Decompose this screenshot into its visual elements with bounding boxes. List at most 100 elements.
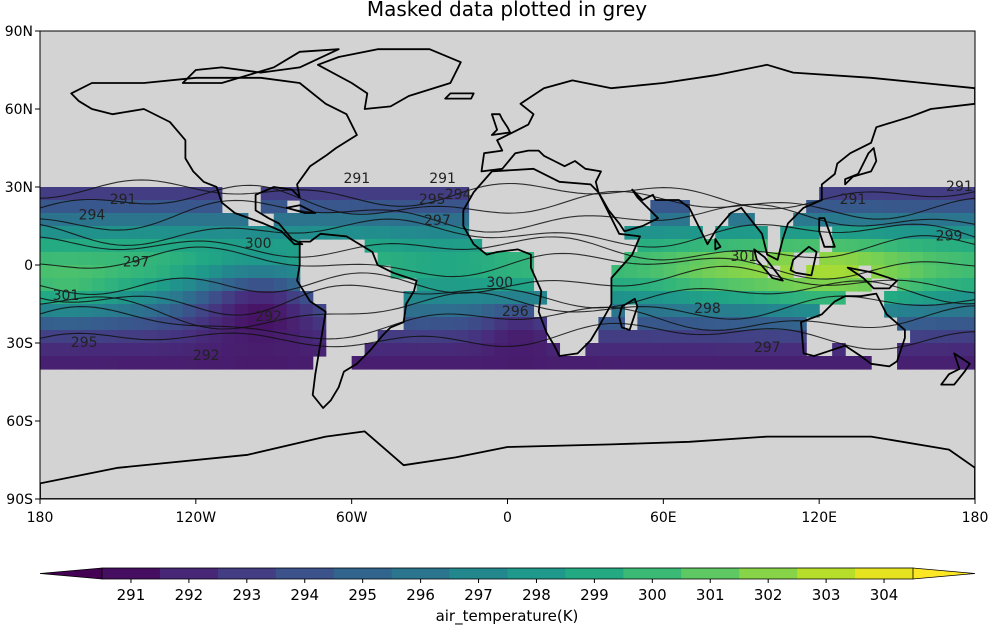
heat-cell <box>377 187 392 201</box>
heat-cell <box>611 343 625 357</box>
heat-cell <box>923 304 937 318</box>
x-tick-label: 120E <box>801 510 837 526</box>
heat-cell <box>429 343 444 357</box>
heat-cell <box>728 317 742 331</box>
x-tick-label: 180 <box>27 510 54 526</box>
heat-cell <box>897 252 911 266</box>
heat-cell <box>117 200 132 214</box>
heat-cell <box>949 317 963 331</box>
coastline-australia <box>800 292 906 368</box>
heat-cell <box>221 278 236 292</box>
heat-cell <box>182 278 197 292</box>
heat-cell <box>923 200 937 214</box>
contour-label: 291 <box>110 192 137 208</box>
heat-cell <box>481 356 496 370</box>
heat-cell <box>871 239 885 253</box>
heat-cell <box>195 187 210 201</box>
heat-cell <box>507 304 522 318</box>
heat-cell <box>104 317 119 331</box>
heat-cell <box>286 252 301 266</box>
colorbar-tick-label: 296 <box>406 586 435 604</box>
heat-cell <box>741 291 755 305</box>
heat-cell <box>715 239 729 253</box>
heat-cell <box>689 356 703 370</box>
contour-label: 301 <box>730 249 757 265</box>
heat-cell <box>884 239 898 253</box>
heat-cell <box>585 343 600 357</box>
heat-cell <box>40 252 54 266</box>
heat-cell <box>741 265 755 279</box>
heat-cell <box>728 213 742 227</box>
y-axis: 90N 60N 30N 0 30S 60S 90S <box>5 24 40 508</box>
heat-cell <box>208 278 223 292</box>
heat-cell <box>780 304 794 318</box>
heat-cell <box>195 291 210 305</box>
heat-cell <box>221 213 236 227</box>
colorbar-tick-label: 303 <box>812 586 841 604</box>
heat-cell <box>923 252 937 266</box>
colorbar-segment <box>333 568 393 579</box>
colorbar-tick-label: 291 <box>117 586 146 604</box>
heat-cell <box>689 317 703 331</box>
heat-cell <box>806 356 820 370</box>
contour-label: 294 <box>445 187 472 203</box>
heat-cell <box>195 356 210 370</box>
heat-cell <box>949 265 963 279</box>
heat-cell <box>936 265 950 279</box>
heat-cell <box>130 343 145 357</box>
heat-cell <box>741 343 755 357</box>
heat-cell <box>650 330 664 344</box>
heat-cell <box>949 291 963 305</box>
heat-cell <box>91 278 106 292</box>
x-tick-label: 120W <box>176 510 217 526</box>
heat-cell <box>806 239 820 253</box>
heat-cell <box>793 356 807 370</box>
heat-cell <box>702 317 716 331</box>
heat-cell <box>663 278 677 292</box>
heat-cell <box>858 187 872 201</box>
heat-cell <box>455 239 470 253</box>
heat-cell <box>52 343 67 357</box>
heat-cell <box>273 304 288 318</box>
heat-cell <box>130 252 145 266</box>
heat-cell <box>195 278 210 292</box>
heat-cell <box>676 317 690 331</box>
heat-cell <box>858 200 872 214</box>
heat-cell <box>949 200 963 214</box>
heat-cell <box>637 278 651 292</box>
heat-cell <box>468 317 483 331</box>
heat-cell <box>260 252 275 266</box>
heat-cell <box>78 317 93 331</box>
heat-cell <box>247 291 262 305</box>
heat-cell <box>715 278 729 292</box>
heat-cell <box>143 291 158 305</box>
heat-cell <box>286 265 301 279</box>
heat-cell <box>130 187 145 201</box>
heat-cell <box>260 265 275 279</box>
colorbar-extend-high <box>912 567 976 580</box>
heat-cell <box>910 343 924 357</box>
coastline-sumatra <box>753 248 784 282</box>
colorbar-segment <box>565 568 624 579</box>
heat-cell <box>208 343 223 357</box>
heat-cell <box>897 226 911 240</box>
heat-cell <box>715 291 729 305</box>
heat-cell <box>884 304 898 318</box>
heat-cell <box>923 343 937 357</box>
heat-cell <box>780 330 794 344</box>
heat-cell <box>78 265 93 279</box>
heat-cell <box>624 291 638 305</box>
heat-cell <box>845 239 859 253</box>
heat-cell <box>923 239 937 253</box>
heat-cell <box>897 265 911 279</box>
colorbar-tick-label: 302 <box>754 586 783 604</box>
heat-cell <box>65 239 80 253</box>
heat-cell <box>780 343 794 357</box>
heat-cell <box>507 317 522 331</box>
heat-cell <box>767 330 781 344</box>
heat-cell <box>221 252 236 266</box>
heat-cell <box>936 239 950 253</box>
heat-cell <box>40 317 54 331</box>
colorbar-label: air_temperature(K) <box>436 607 579 626</box>
heat-cell <box>65 317 80 331</box>
